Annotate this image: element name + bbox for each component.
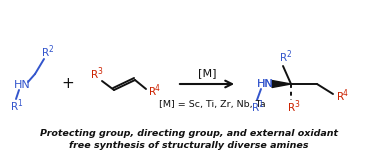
Text: R: R (280, 53, 288, 63)
Text: 1: 1 (258, 100, 263, 109)
Text: R: R (11, 102, 19, 112)
Polygon shape (272, 81, 291, 87)
Text: HN: HN (257, 79, 273, 89)
Text: [M] = Sc, Ti, Zr, Nb, Ta: [M] = Sc, Ti, Zr, Nb, Ta (159, 99, 265, 109)
Text: [M]: [M] (198, 68, 216, 78)
Text: 4: 4 (343, 89, 348, 98)
Text: 2: 2 (48, 45, 53, 54)
Text: HN: HN (14, 80, 30, 90)
Text: HN: HN (257, 79, 273, 89)
Text: 3: 3 (97, 67, 102, 76)
Text: 1: 1 (17, 99, 22, 108)
Text: R: R (288, 103, 296, 113)
Text: Protecting group, directing group, and external oxidant: Protecting group, directing group, and e… (40, 129, 338, 139)
Text: free synthesis of structurally diverse amines: free synthesis of structurally diverse a… (69, 141, 309, 150)
Text: +: + (62, 76, 74, 92)
Text: R: R (338, 92, 345, 102)
Text: R: R (149, 87, 156, 97)
Text: 3: 3 (294, 100, 299, 109)
Text: R: R (42, 48, 50, 58)
Text: R: R (253, 103, 260, 113)
Text: 2: 2 (286, 50, 291, 59)
Text: R: R (91, 70, 99, 80)
Text: 4: 4 (155, 84, 160, 93)
